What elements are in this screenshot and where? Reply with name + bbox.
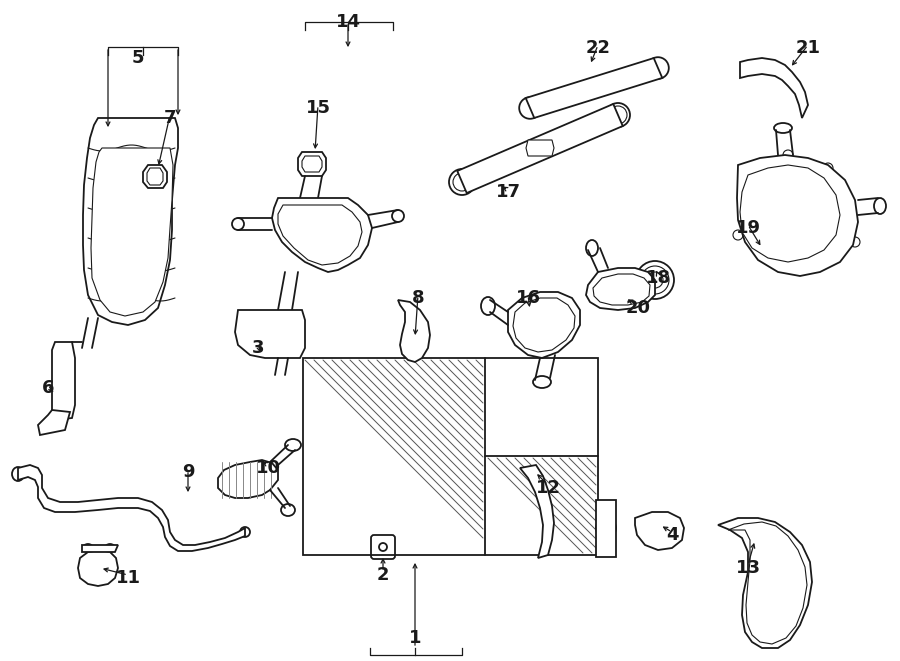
Ellipse shape bbox=[533, 376, 551, 388]
Polygon shape bbox=[38, 410, 70, 435]
Polygon shape bbox=[398, 300, 430, 362]
Polygon shape bbox=[18, 465, 245, 551]
Text: 13: 13 bbox=[735, 559, 760, 577]
Ellipse shape bbox=[636, 261, 674, 299]
Circle shape bbox=[264, 331, 272, 339]
Polygon shape bbox=[737, 155, 858, 276]
Text: 20: 20 bbox=[626, 299, 651, 317]
Polygon shape bbox=[218, 460, 278, 498]
Ellipse shape bbox=[774, 123, 792, 133]
Circle shape bbox=[58, 375, 68, 385]
Text: 8: 8 bbox=[411, 289, 424, 307]
Polygon shape bbox=[520, 465, 554, 558]
Polygon shape bbox=[147, 168, 163, 185]
Text: 11: 11 bbox=[115, 569, 140, 587]
Circle shape bbox=[850, 237, 860, 247]
Text: 12: 12 bbox=[536, 479, 561, 497]
Ellipse shape bbox=[606, 103, 630, 127]
Ellipse shape bbox=[481, 297, 495, 315]
Text: 15: 15 bbox=[305, 99, 330, 117]
Text: 5: 5 bbox=[131, 49, 144, 67]
Text: 18: 18 bbox=[645, 269, 670, 287]
Circle shape bbox=[609, 106, 627, 124]
Circle shape bbox=[379, 543, 387, 551]
Text: 2: 2 bbox=[377, 566, 389, 584]
Ellipse shape bbox=[647, 58, 669, 79]
Ellipse shape bbox=[83, 544, 93, 552]
Polygon shape bbox=[740, 58, 808, 118]
Circle shape bbox=[733, 230, 743, 240]
Circle shape bbox=[654, 526, 662, 534]
Text: 9: 9 bbox=[182, 463, 194, 481]
Circle shape bbox=[823, 163, 833, 173]
Polygon shape bbox=[513, 298, 575, 352]
Polygon shape bbox=[635, 512, 684, 550]
Text: 1: 1 bbox=[409, 629, 421, 647]
Polygon shape bbox=[596, 500, 616, 557]
Polygon shape bbox=[728, 522, 807, 644]
Polygon shape bbox=[718, 518, 812, 648]
Ellipse shape bbox=[285, 439, 301, 451]
Ellipse shape bbox=[519, 97, 541, 119]
Polygon shape bbox=[457, 104, 623, 193]
Polygon shape bbox=[508, 292, 580, 358]
Ellipse shape bbox=[641, 266, 669, 294]
Ellipse shape bbox=[647, 272, 663, 288]
Circle shape bbox=[783, 150, 793, 160]
Polygon shape bbox=[82, 545, 118, 552]
Polygon shape bbox=[278, 205, 362, 265]
Text: 14: 14 bbox=[336, 13, 361, 31]
Polygon shape bbox=[78, 550, 118, 586]
Polygon shape bbox=[143, 165, 167, 188]
Ellipse shape bbox=[281, 504, 295, 516]
Polygon shape bbox=[83, 118, 178, 325]
Ellipse shape bbox=[12, 467, 24, 481]
Polygon shape bbox=[526, 58, 662, 118]
Circle shape bbox=[743, 167, 753, 177]
Polygon shape bbox=[91, 148, 173, 316]
Text: 19: 19 bbox=[735, 219, 760, 237]
Ellipse shape bbox=[449, 169, 475, 195]
Ellipse shape bbox=[586, 240, 598, 256]
Ellipse shape bbox=[874, 198, 886, 214]
Polygon shape bbox=[526, 140, 554, 156]
Polygon shape bbox=[298, 152, 326, 176]
Ellipse shape bbox=[232, 218, 244, 230]
FancyBboxPatch shape bbox=[371, 535, 395, 559]
Polygon shape bbox=[740, 165, 840, 262]
Polygon shape bbox=[586, 268, 655, 310]
Polygon shape bbox=[52, 342, 75, 420]
Circle shape bbox=[601, 523, 611, 533]
Circle shape bbox=[260, 327, 276, 343]
Polygon shape bbox=[272, 198, 372, 272]
Text: 7: 7 bbox=[164, 109, 176, 127]
Ellipse shape bbox=[392, 210, 404, 222]
Polygon shape bbox=[235, 310, 305, 358]
Text: 4: 4 bbox=[666, 526, 679, 544]
Text: 16: 16 bbox=[516, 289, 541, 307]
Polygon shape bbox=[302, 156, 322, 172]
Ellipse shape bbox=[240, 527, 250, 537]
Text: 6: 6 bbox=[41, 379, 54, 397]
Circle shape bbox=[649, 521, 667, 539]
Text: 22: 22 bbox=[586, 39, 610, 57]
Polygon shape bbox=[593, 274, 650, 305]
Text: 21: 21 bbox=[796, 39, 821, 57]
Text: 17: 17 bbox=[496, 183, 520, 201]
Circle shape bbox=[596, 518, 616, 538]
Circle shape bbox=[453, 173, 471, 191]
Text: 10: 10 bbox=[256, 459, 281, 477]
Text: 3: 3 bbox=[252, 339, 265, 357]
Ellipse shape bbox=[105, 544, 115, 552]
